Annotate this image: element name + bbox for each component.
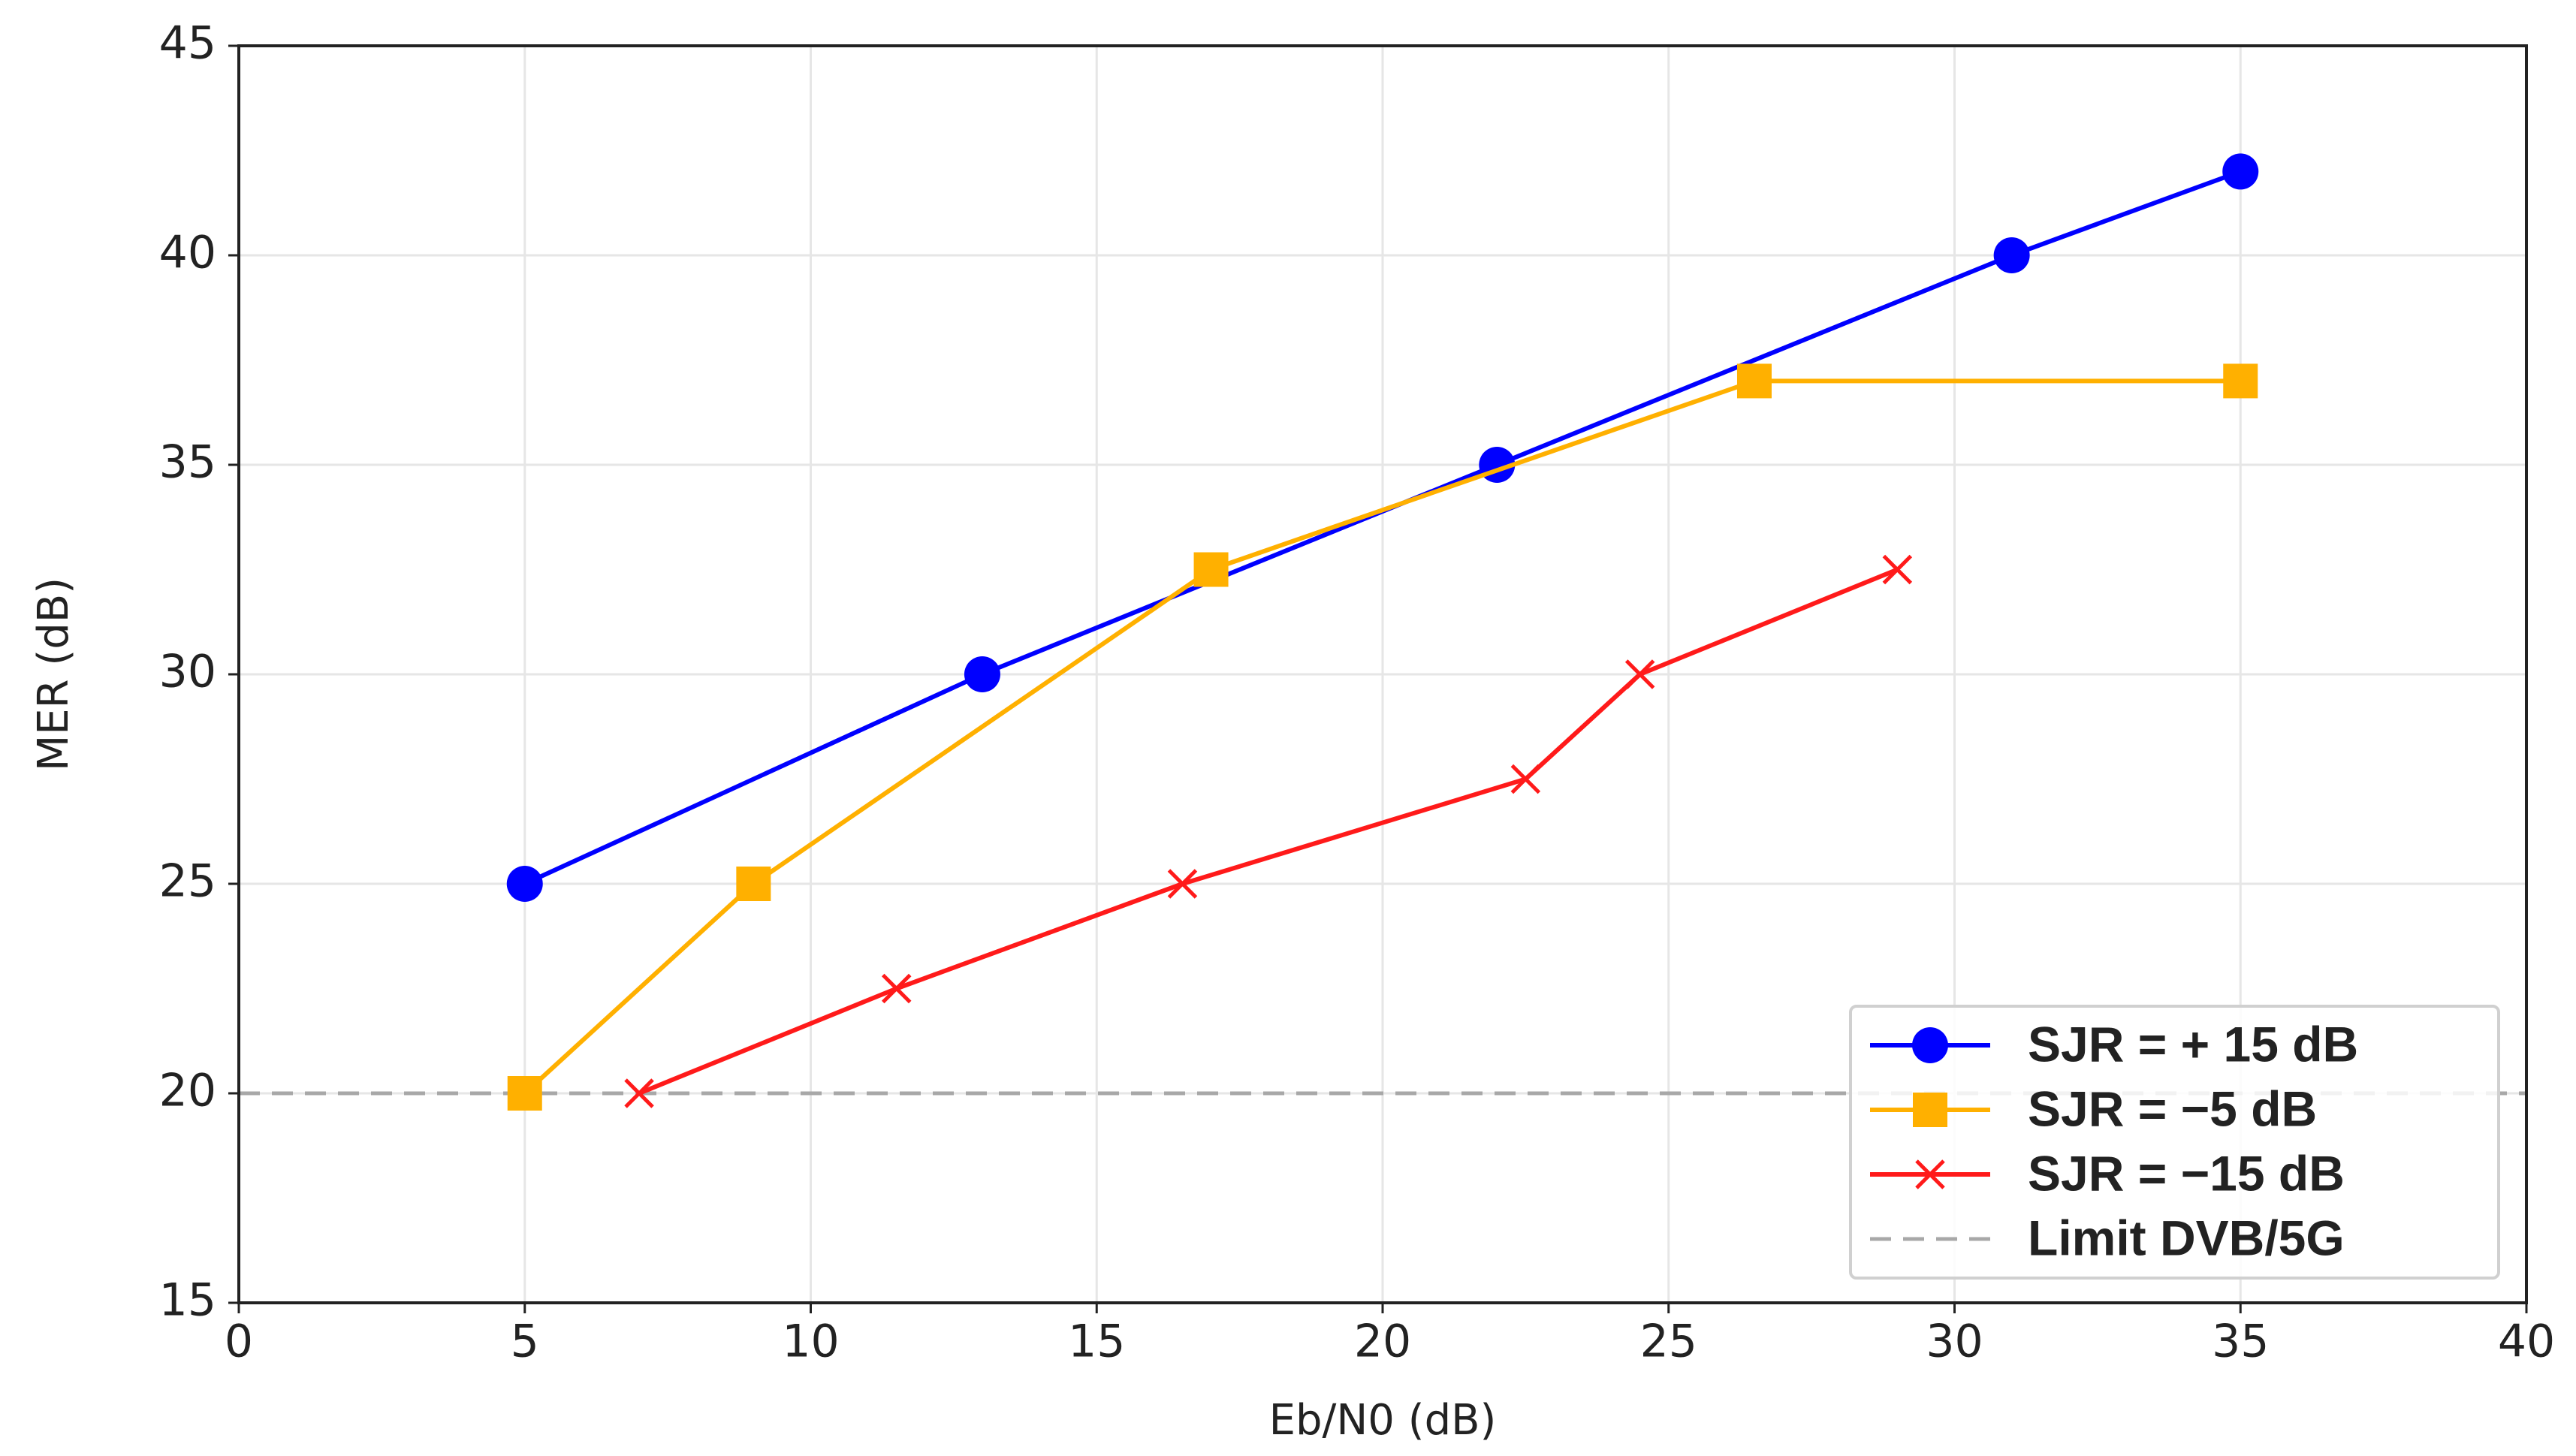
y-tick-label: 15 <box>159 1274 216 1327</box>
marker <box>2223 363 2258 399</box>
y-tick-label: 40 <box>159 227 216 279</box>
y-tick-label: 45 <box>159 17 216 70</box>
marker <box>736 867 771 901</box>
marker <box>1736 363 1772 399</box>
y-tick-label: 25 <box>159 855 216 908</box>
x-tick-label: 20 <box>1354 1316 1411 1368</box>
marker <box>506 866 543 902</box>
marker <box>507 1076 542 1111</box>
y-tick-label: 20 <box>159 1065 216 1117</box>
legend-label: SJR = + 15 dB <box>2028 1016 2358 1072</box>
marker <box>2222 153 2259 190</box>
legend-marker <box>1915 1159 1945 1189</box>
plot-frame <box>237 44 2528 1304</box>
legend: SJR = + 15 dB SJR = −5 dB SJR = −15 dB Limi… <box>1849 1005 2500 1280</box>
x-tick-label: 15 <box>1068 1316 1125 1368</box>
marker <box>1510 764 1541 794</box>
x-tick-label: 35 <box>2212 1316 2269 1368</box>
marker <box>1882 554 1913 585</box>
legend-label: SJR = −5 dB <box>2028 1081 2317 1136</box>
x-tick-label: 25 <box>1640 1316 1697 1368</box>
marker <box>881 973 912 1004</box>
x-tick-label: 10 <box>782 1316 839 1368</box>
marker <box>964 656 1000 692</box>
x-tick-label: 0 <box>225 1316 253 1368</box>
y-tick-label: 30 <box>159 646 216 698</box>
legend-marker <box>1912 1027 1948 1063</box>
y-tick-label: 35 <box>159 436 216 489</box>
x-axis-label: Eb/N0 (dB) <box>1269 1396 1497 1445</box>
y-axis-label: MER (dB) <box>29 577 78 771</box>
legend-box <box>1849 1005 2500 1280</box>
marker <box>624 1078 654 1108</box>
marker <box>1193 552 1229 587</box>
series-line <box>638 567 1899 1096</box>
x-tick-label: 40 <box>2498 1316 2555 1368</box>
legend-label: SJR = −15 dB <box>2028 1145 2345 1201</box>
legend-marker <box>1913 1093 1947 1127</box>
marker <box>1993 237 2030 273</box>
marker <box>1167 869 1198 899</box>
legend-label: Limit DVB/5G <box>2028 1210 2345 1265</box>
x-tick-label: 5 <box>511 1316 539 1368</box>
x-tick-label: 30 <box>1926 1316 1983 1368</box>
marker <box>1624 659 1655 689</box>
